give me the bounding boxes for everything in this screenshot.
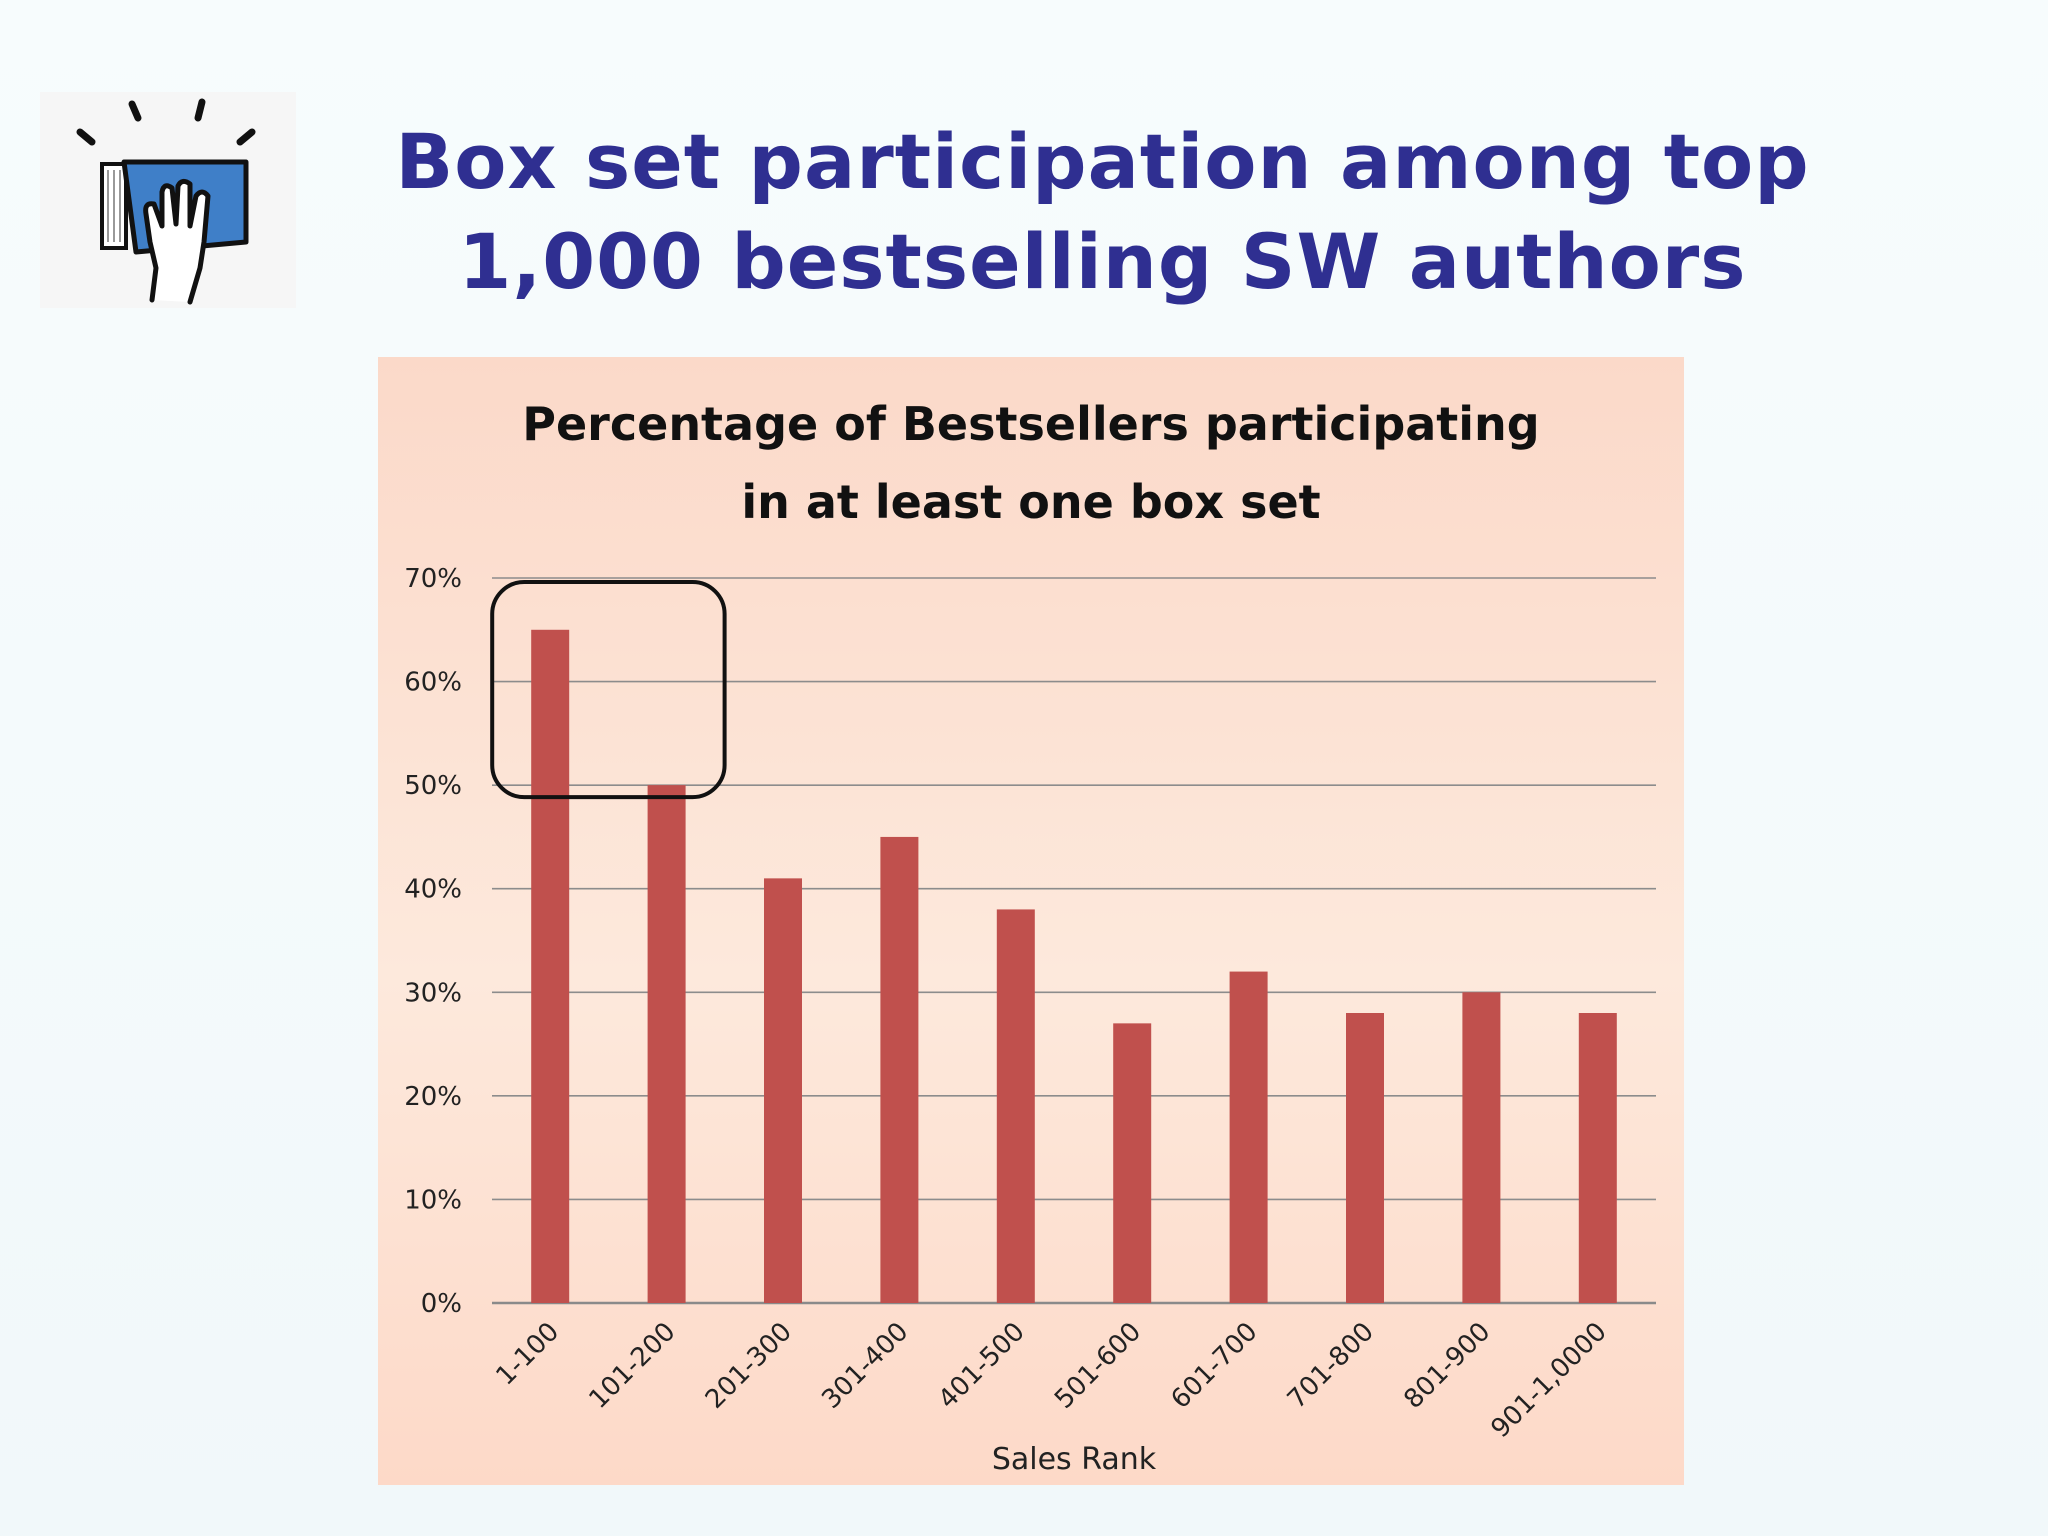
x-tick-label: 601-700 xyxy=(1166,1317,1264,1415)
y-tick-label: 30% xyxy=(404,978,462,1008)
x-tick-label: 801-900 xyxy=(1398,1317,1496,1415)
bar xyxy=(1462,992,1501,1303)
x-tick-label: 201-300 xyxy=(700,1317,798,1415)
y-tick-label: 0% xyxy=(421,1289,462,1319)
chart-panel: Percentage of Bestsellers participating … xyxy=(378,357,1684,1485)
bar xyxy=(1113,1023,1152,1303)
x-tick-label: 701-800 xyxy=(1282,1317,1380,1415)
bar xyxy=(1229,971,1268,1303)
x-tick-label: 901-1,0000 xyxy=(1485,1317,1612,1444)
bar xyxy=(531,629,570,1303)
bar xyxy=(996,909,1035,1303)
bar xyxy=(880,836,919,1303)
x-axis-label: Sales Rank xyxy=(992,1442,1157,1477)
bar xyxy=(764,878,802,1303)
x-tick-label: 401-500 xyxy=(933,1317,1031,1415)
y-tick-label: 40% xyxy=(404,875,462,905)
x-tick-label: 1-100 xyxy=(491,1317,566,1392)
x-tick-label: 301-400 xyxy=(816,1317,914,1415)
y-tick-label: 20% xyxy=(404,1082,462,1112)
book-hand-icon xyxy=(40,92,296,308)
bar xyxy=(647,785,686,1303)
highlight-box xyxy=(490,580,727,800)
x-tick-label: 101-200 xyxy=(584,1317,682,1415)
x-tick-label: 501-600 xyxy=(1049,1317,1147,1415)
bar xyxy=(1346,1013,1384,1303)
bar xyxy=(1578,1013,1617,1303)
y-tick-label: 10% xyxy=(404,1185,462,1215)
slide-title: Box set participation among top 1,000 be… xyxy=(340,112,1865,312)
bar-chart: 0% 10% 20% 30% 40% 50% 60% 70% 1-100 101-200 201-3… xyxy=(404,564,1656,1477)
y-tick-label: 60% xyxy=(404,668,462,698)
chart-title-line2: in at least one box set xyxy=(741,475,1321,529)
y-tick-label: 70% xyxy=(404,564,462,594)
chart-title-line1: Percentage of Bestsellers participating xyxy=(522,397,1540,451)
y-tick-label: 50% xyxy=(404,771,462,801)
chart-title: Percentage of Bestsellers participating … xyxy=(378,385,1684,541)
slide-title-line2: 1,000 bestselling SW authors xyxy=(458,217,1747,306)
slide-title-line1: Box set participation among top xyxy=(395,117,1810,206)
